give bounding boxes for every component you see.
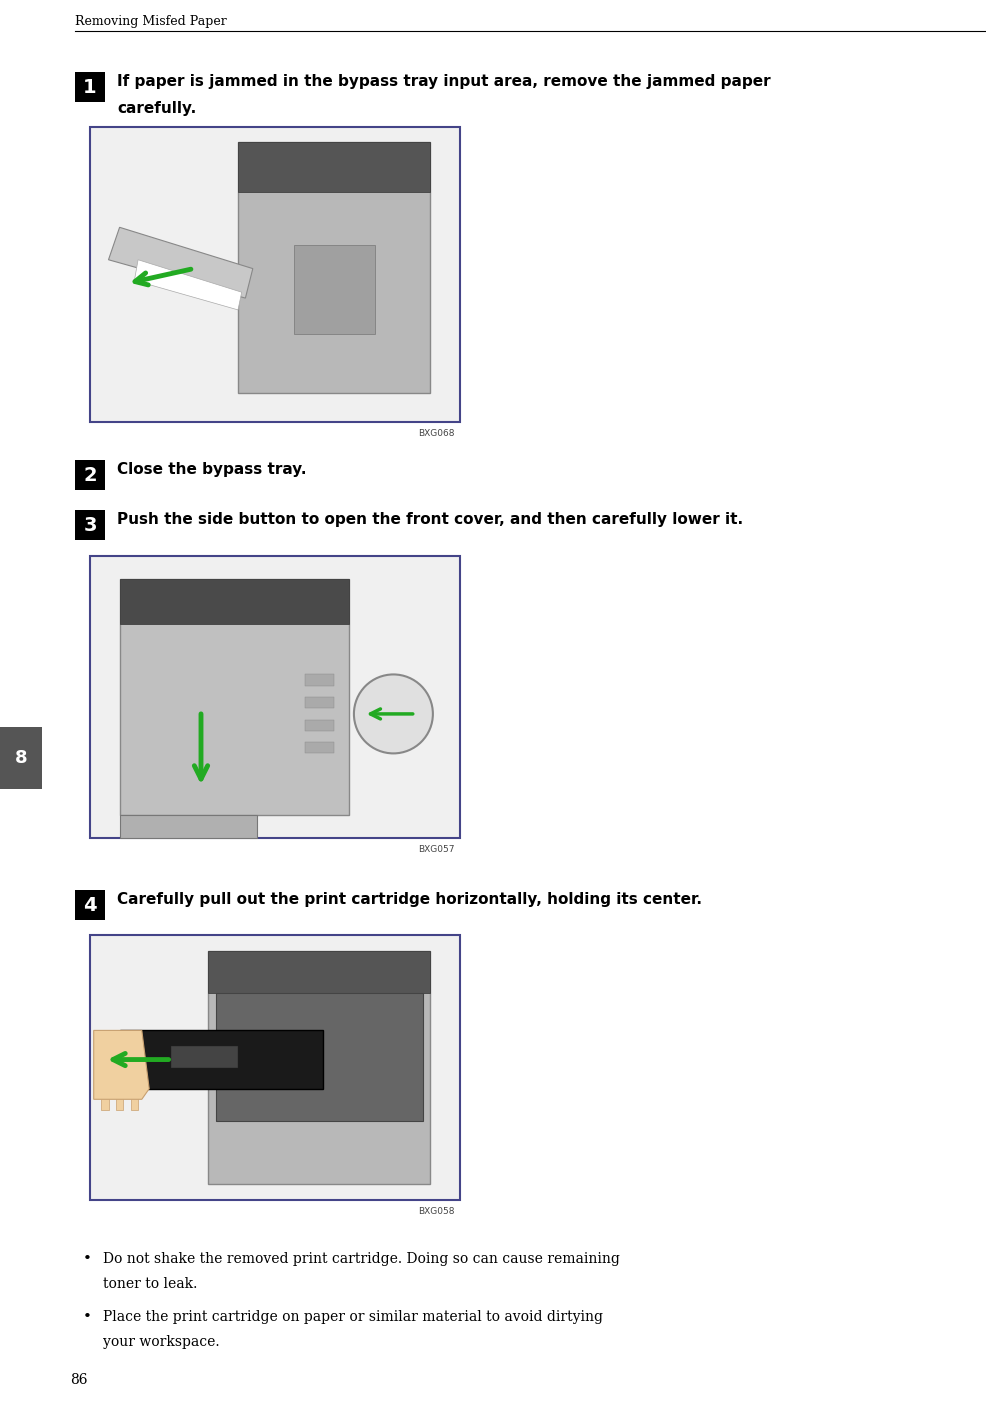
- Text: 4: 4: [83, 896, 97, 914]
- Text: Close the bypass tray.: Close the bypass tray.: [117, 462, 307, 478]
- Text: •: •: [83, 1310, 92, 1324]
- Bar: [0, 727, 42, 789]
- Bar: [90, 936, 460, 1200]
- Bar: [305, 720, 334, 731]
- Text: •: •: [83, 1253, 92, 1267]
- Text: 86: 86: [70, 1372, 88, 1386]
- Bar: [119, 1030, 323, 1089]
- Bar: [90, 127, 460, 423]
- Bar: [75, 459, 105, 490]
- Bar: [238, 142, 431, 192]
- Polygon shape: [134, 259, 242, 310]
- Bar: [294, 245, 375, 334]
- Text: toner to leak.: toner to leak.: [103, 1277, 197, 1291]
- Polygon shape: [116, 1099, 123, 1110]
- Text: BXG068: BXG068: [418, 428, 455, 438]
- Bar: [75, 72, 105, 101]
- Bar: [305, 743, 334, 754]
- Circle shape: [354, 675, 433, 754]
- Text: 3: 3: [83, 516, 97, 534]
- Text: carefully.: carefully.: [117, 101, 196, 116]
- Text: 8: 8: [15, 750, 28, 766]
- Text: Carefully pull out the print cartridge horizontally, holding its center.: Carefully pull out the print cartridge h…: [117, 892, 702, 907]
- Polygon shape: [131, 1099, 138, 1110]
- Polygon shape: [119, 816, 256, 838]
- Bar: [305, 675, 334, 686]
- Text: Do not shake the removed print cartridge. Doing so can cause remaining: Do not shake the removed print cartridge…: [103, 1253, 620, 1267]
- Bar: [238, 142, 431, 393]
- Text: 1: 1: [83, 77, 97, 96]
- Bar: [172, 1047, 238, 1068]
- Bar: [75, 510, 105, 540]
- Bar: [119, 579, 349, 624]
- Text: BXG057: BXG057: [418, 845, 455, 854]
- Text: Removing Misfed Paper: Removing Misfed Paper: [75, 15, 227, 28]
- Text: If paper is jammed in the bypass tray input area, remove the jammed paper: If paper is jammed in the bypass tray in…: [117, 75, 771, 89]
- Text: BXG058: BXG058: [418, 1208, 455, 1216]
- Text: your workspace.: your workspace.: [103, 1334, 220, 1348]
- Text: 2: 2: [83, 465, 97, 485]
- Polygon shape: [94, 1030, 149, 1099]
- Bar: [305, 697, 334, 709]
- Text: Push the side button to open the front cover, and then carefully lower it.: Push the side button to open the front c…: [117, 511, 743, 527]
- Bar: [75, 890, 105, 920]
- Bar: [208, 951, 431, 993]
- Bar: [208, 951, 431, 1184]
- Bar: [90, 557, 460, 838]
- Polygon shape: [108, 227, 252, 299]
- Bar: [216, 993, 423, 1120]
- Text: Place the print cartridge on paper or similar material to avoid dirtying: Place the print cartridge on paper or si…: [103, 1310, 603, 1324]
- Polygon shape: [102, 1099, 108, 1110]
- Bar: [119, 579, 349, 816]
